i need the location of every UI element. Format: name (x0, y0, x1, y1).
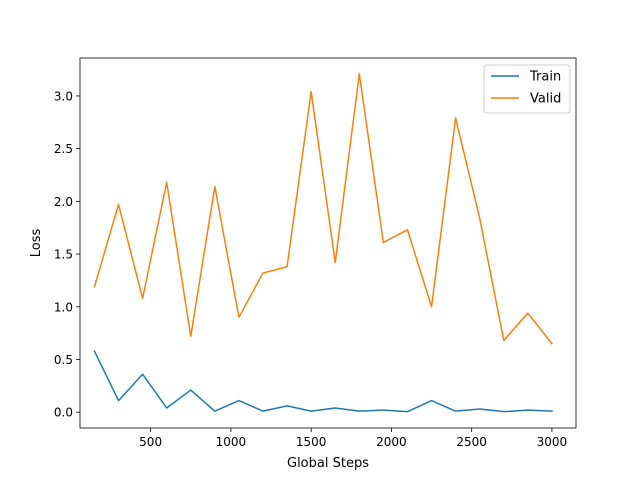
legend-label-valid: Valid (530, 92, 561, 107)
x-tick-label: 2500 (456, 435, 487, 449)
y-tick-label: 0.0 (54, 406, 73, 420)
x-tick-label: 500 (139, 435, 162, 449)
legend: Train Valid (483, 64, 571, 114)
y-tick-label: 1.0 (54, 300, 73, 314)
plot-lines (93, 73, 553, 413)
y-axis-ticks: 0.0 0.5 1.0 1.5 2.0 2.5 3.0 (54, 89, 80, 420)
series-line-train (93, 350, 553, 413)
axes-frame (79, 57, 577, 429)
x-axis-label: Global Steps (287, 456, 369, 471)
legend-box (483, 64, 571, 114)
y-tick-label: 1.5 (54, 248, 73, 262)
x-tick-label: 1500 (296, 435, 327, 449)
y-tick-label: 2.5 (54, 142, 73, 156)
series-line-valid (93, 73, 553, 345)
y-axis-label: Loss (29, 229, 44, 258)
x-tick-label: 3000 (537, 435, 568, 449)
x-tick-label: 2000 (376, 435, 407, 449)
y-tick-label: 0.5 (54, 353, 73, 367)
y-tick-label: 2.0 (54, 195, 73, 209)
legend-label-train: Train (529, 70, 561, 85)
x-tick-label: 1000 (216, 435, 247, 449)
y-tick-label: 3.0 (54, 89, 73, 103)
x-axis-ticks: 500 1000 1500 2000 2500 3000 (139, 428, 567, 449)
